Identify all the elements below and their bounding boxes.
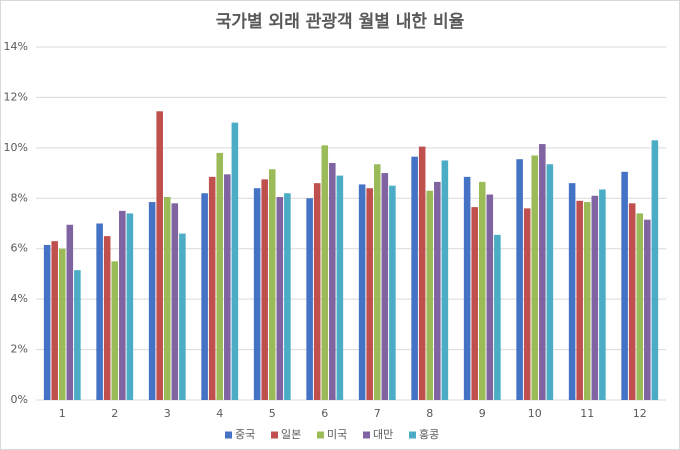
legend-swatch [409,431,416,439]
bar [418,146,426,400]
bar [411,156,418,400]
legend-label: 중국 [235,428,255,441]
x-tick-label: 9 [479,407,486,420]
chart-title: 국가별 외래 관광객 월별 내한 비율 [216,12,465,32]
bar [74,270,81,400]
bar [366,188,373,400]
bar [66,224,74,400]
bar [171,203,179,400]
bar [201,193,208,400]
bar [441,160,449,400]
bar [381,173,389,400]
bar [96,223,103,400]
bar [471,207,478,400]
x-tick-label: 5 [269,407,276,420]
y-tick-label: 4% [11,292,28,305]
bar [651,140,659,401]
y-tick-label: 12% [4,90,28,103]
bar [321,145,329,400]
bar [163,197,171,400]
x-tick-label: 3 [164,407,171,420]
bar [284,193,291,400]
bar [156,111,163,401]
bar [306,198,313,400]
bar [523,208,531,400]
y-tick-label: 14% [4,40,28,53]
legend-label: 미국 [327,428,347,441]
bar [426,190,434,400]
bar [539,144,546,400]
y-tick-label: 0% [11,393,28,406]
x-tick-label: 1 [59,407,66,420]
legend-label: 일본 [281,427,301,441]
bar [253,188,261,400]
bar [43,244,51,400]
y-tick-label: 2% [11,343,28,356]
bar [621,171,628,400]
legend-swatch [271,431,278,439]
legend-label: 대만 [373,428,393,441]
bar [111,261,119,400]
bar [336,175,344,400]
y-tick-label: 8% [11,191,28,204]
bar [358,184,366,400]
bar [58,248,66,400]
x-tick-label: 2 [111,407,118,420]
bar [216,152,224,400]
bar [434,181,441,400]
bar [546,164,554,400]
bar [568,183,576,400]
bar [591,195,599,400]
bar [179,233,186,400]
bar [329,162,336,400]
legend-swatch [225,431,232,439]
bar [261,179,268,400]
bar [389,185,396,400]
bar [208,176,216,400]
y-tick-label: 10% [4,141,28,154]
bar [119,210,126,400]
bar [599,189,606,400]
bar [313,183,321,400]
bar [494,234,501,400]
x-tick-label: 7 [374,407,381,420]
x-tick-label: 6 [321,407,328,420]
bar [486,194,494,400]
x-tick-label: 11 [580,407,594,420]
legend-label: 홍콩 [419,427,439,441]
bar [516,159,523,400]
bar [531,155,539,400]
bar [224,174,231,400]
bar [268,169,276,400]
x-tick-label: 10 [528,407,542,420]
bar [636,213,644,400]
bar [628,203,636,400]
x-tick-label: 12 [633,407,647,420]
bar [583,202,591,400]
bar [463,176,471,400]
bar [126,213,134,400]
bar [51,241,58,400]
bar [576,200,583,400]
legend-swatch [363,431,370,439]
x-tick-label: 8 [426,407,433,420]
bar [103,236,111,400]
y-tick-label: 6% [11,242,28,255]
bar [276,197,284,400]
bar [478,181,486,400]
legend-swatch [317,431,324,439]
bar [373,164,381,400]
bar [644,219,651,400]
bar [148,202,156,400]
x-tick-label: 4 [216,407,223,420]
bar [231,122,239,401]
